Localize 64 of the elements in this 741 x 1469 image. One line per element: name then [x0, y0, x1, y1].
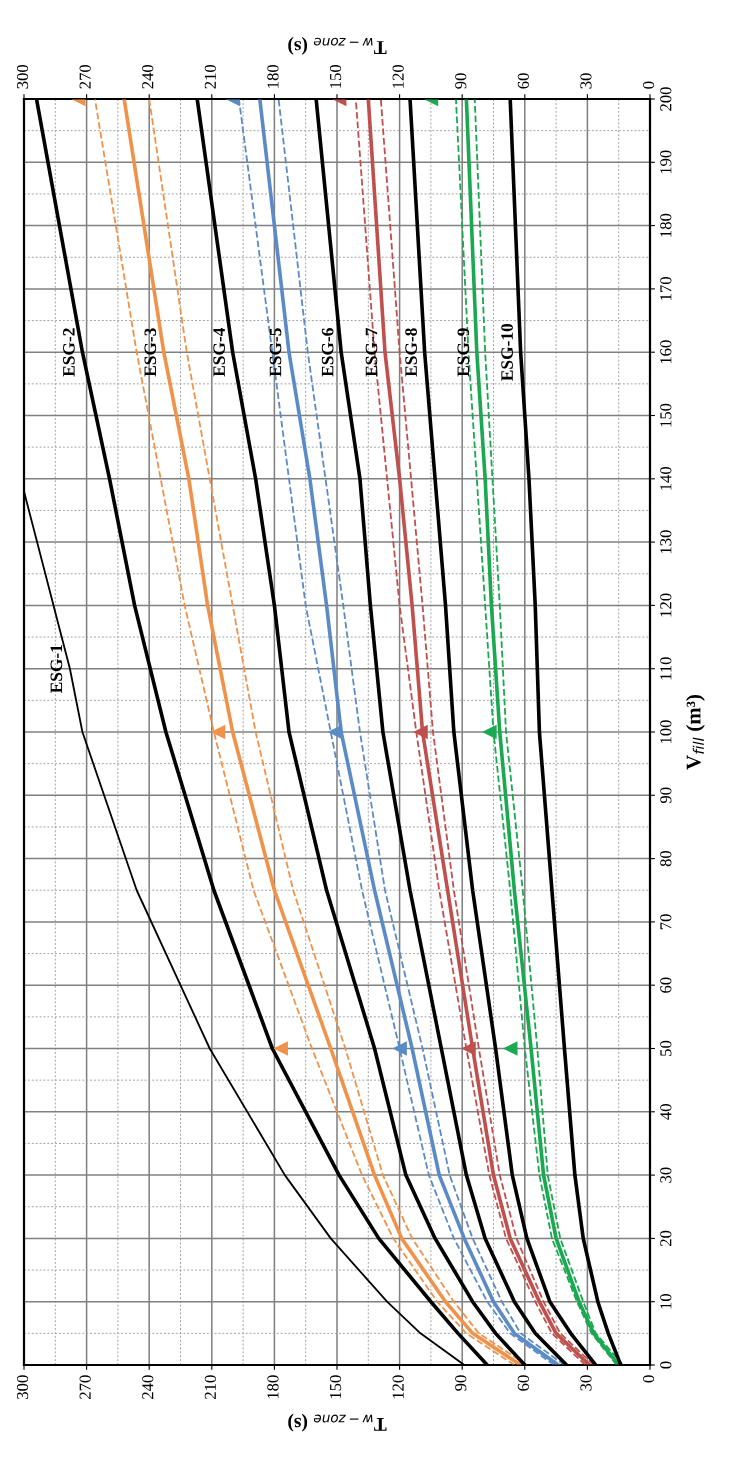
x2-tick-label: 0: [642, 1375, 655, 1383]
point: [502, 1041, 518, 1056]
text: ESG-10: [501, 323, 513, 381]
y-tick-label: 90: [660, 787, 672, 804]
text: ESG-3: [144, 328, 157, 377]
x2-axis-title: T$_{w−zone}$ (s): [288, 37, 387, 55]
y-tick-label: 60: [660, 977, 672, 993]
y-tick-label: 200: [660, 87, 672, 111]
y-axis-title: V$_{fill}$ (m³): [685, 695, 705, 770]
x-tick-label: 90: [455, 73, 467, 89]
y-tick-label: 150: [660, 403, 672, 427]
y-tick-label: 100: [660, 720, 672, 744]
y-tick-label: 140: [660, 466, 672, 490]
point: [327, 724, 343, 740]
x-tick-label: 120: [392, 64, 404, 88]
text: ESG-6: [321, 328, 334, 377]
x-tick-label: 0: [642, 81, 655, 89]
y-tick-label: 0: [660, 1361, 672, 1369]
text: ESG-8: [405, 328, 417, 377]
x-tick-label: 270: [79, 64, 91, 89]
point: [392, 1041, 407, 1056]
x2-tick-label: 240: [142, 1375, 154, 1399]
x-tick-label: 180: [267, 64, 279, 88]
x2-tick-label: 90: [455, 1375, 467, 1391]
y-tick-label: 120: [660, 593, 672, 617]
y-tick-label: 110: [660, 657, 672, 680]
x-tick-label: 60: [517, 73, 529, 89]
point: [273, 1041, 288, 1056]
y-tick-label: 170: [660, 277, 672, 300]
x-axis-title: T$_{w−zone}$ (s): [288, 1413, 387, 1432]
y-tick-label: 160: [660, 340, 672, 364]
point: [210, 724, 226, 740]
x-tick-label: 150: [329, 64, 342, 88]
point: [461, 1041, 476, 1056]
x2-tick-label: 300: [16, 1375, 29, 1399]
point: [413, 724, 428, 740]
x-tick-label: 210: [204, 64, 216, 89]
y-tick-label: 50: [660, 1040, 672, 1056]
text: ESG-5: [269, 328, 282, 377]
point: [482, 724, 497, 740]
y-tick-label: 40: [660, 1104, 672, 1120]
text: ESG-2: [63, 328, 75, 377]
x-tick-label: 240: [142, 64, 154, 89]
x2-tick-label: 210: [204, 1375, 216, 1399]
x2-tick-label: 30: [580, 1375, 592, 1391]
x2-tick-label: 270: [79, 1375, 91, 1399]
text: ESG-7: [365, 328, 378, 377]
x2-tick-label: 120: [392, 1375, 404, 1399]
x-tick-label: 300: [16, 64, 29, 89]
text: ESG-4: [213, 327, 225, 377]
x2-tick-label: 180: [267, 1375, 279, 1399]
y-tick-label: 190: [660, 150, 672, 174]
text: ESG-9: [457, 328, 470, 377]
y-tick-label: 10: [660, 1294, 672, 1309]
x2-tick-label: 150: [329, 1375, 342, 1399]
x2-tick-label: 60: [517, 1375, 529, 1391]
x-tick-label: 30: [580, 73, 592, 89]
y-tick-label: 20: [660, 1230, 672, 1246]
y-tick-label: 180: [660, 213, 672, 237]
text: ESG-1: [50, 645, 63, 693]
y-tick-label: 30: [660, 1167, 672, 1183]
y-tick-label: 130: [660, 530, 672, 554]
y-tick-label: 80: [660, 850, 672, 867]
y-tick-label: 70: [660, 914, 672, 930]
